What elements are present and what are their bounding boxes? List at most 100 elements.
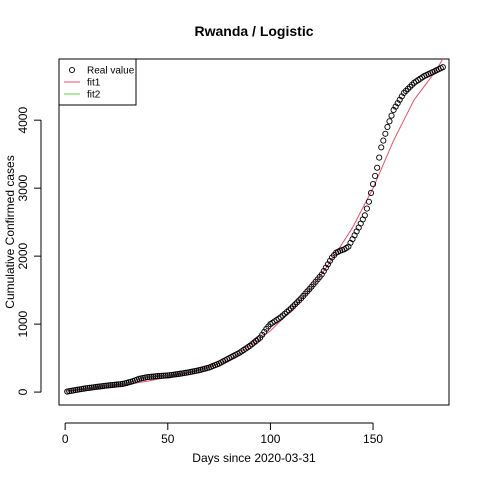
data-point: [117, 381, 124, 388]
data-point: [181, 370, 188, 377]
data-point: [152, 373, 159, 380]
data-point: [160, 372, 167, 379]
data-point: [99, 383, 106, 390]
data-point: [396, 96, 403, 103]
x-tick-label: 50: [161, 432, 175, 446]
data-point: [386, 118, 393, 125]
data-point: [146, 373, 153, 380]
data-point: [439, 64, 446, 71]
legend-label: fit1: [87, 78, 101, 89]
data-point: [372, 172, 379, 179]
axes: 0 50 100 150 0 1000 2000 3000 4000: [16, 107, 383, 446]
x-tick-label: 150: [363, 432, 383, 446]
data-point: [390, 106, 397, 114]
data-point: [92, 383, 99, 391]
data-point: [382, 130, 389, 137]
data-point: [84, 385, 91, 392]
data-point: [324, 261, 331, 268]
data-point: [392, 103, 399, 110]
data-point: [107, 382, 114, 389]
data-point: [361, 212, 368, 219]
data-point: [318, 271, 325, 278]
data-point: [105, 382, 112, 389]
data-point: [78, 385, 85, 393]
x-tick-label: 100: [260, 432, 280, 446]
data-point: [166, 372, 173, 379]
data-point: [74, 386, 81, 393]
data-point: [101, 382, 108, 389]
data-point: [156, 372, 163, 380]
data-point: [170, 371, 177, 378]
data-point: [384, 123, 391, 131]
data-point: [144, 374, 151, 381]
data-point: [374, 164, 381, 171]
y-tick-label: 0: [16, 388, 30, 395]
data-points: [64, 64, 446, 395]
plot-border: [58, 58, 450, 406]
x-axis-label: Days since 2020-03-31: [192, 451, 316, 465]
data-point: [294, 299, 301, 306]
data-point: [154, 373, 161, 380]
x-tick-label: 0: [62, 432, 69, 446]
data-point: [409, 81, 416, 88]
data-point: [94, 383, 102, 390]
data-point: [148, 373, 155, 380]
data-point: [97, 383, 104, 390]
data-point: [162, 372, 169, 379]
data-point: [289, 303, 297, 310]
data-point: [183, 369, 190, 376]
data-point: [365, 198, 372, 205]
data-point: [179, 370, 186, 377]
data-point: [400, 89, 407, 97]
data-point: [109, 381, 116, 389]
data-point: [177, 370, 184, 377]
legend-label: Real value: [87, 66, 135, 77]
data-point: [376, 154, 383, 161]
data-point: [72, 386, 79, 394]
data-point: [86, 384, 93, 391]
data-point: [82, 385, 89, 392]
data-point: [370, 181, 377, 188]
data-point: [113, 381, 120, 388]
y-tick-label: 4000: [16, 107, 30, 134]
data-point: [363, 205, 370, 212]
chart-title: Rwanda / Logistic: [194, 23, 313, 39]
data-point: [402, 87, 409, 94]
data-point: [326, 257, 333, 264]
data-point: [150, 373, 157, 380]
data-point: [296, 297, 303, 304]
data-point: [111, 381, 118, 388]
data-point: [320, 268, 327, 275]
data-point: [115, 381, 122, 388]
data-point: [380, 137, 387, 144]
data-point: [292, 301, 299, 308]
data-point: [388, 112, 395, 119]
y-tick-label: 3000: [16, 174, 30, 201]
y-tick-label: 1000: [16, 310, 30, 337]
data-point: [398, 93, 405, 100]
data-point: [158, 372, 165, 379]
data-point: [404, 85, 411, 92]
data-point: [164, 372, 171, 379]
data-point: [394, 100, 401, 107]
y-tick-label: 2000: [16, 242, 30, 269]
data-point: [80, 385, 87, 392]
data-point: [90, 384, 97, 391]
plot-frame: [58, 58, 450, 406]
data-point: [76, 386, 83, 393]
legend-marker: [68, 66, 76, 74]
data-point: [406, 83, 414, 90]
data-point: [287, 305, 294, 312]
data-point: [367, 189, 375, 196]
data-point: [172, 371, 180, 378]
data-point: [88, 384, 95, 391]
data-point: [378, 144, 385, 151]
legend-label: fit2: [87, 90, 101, 101]
data-point: [322, 264, 329, 271]
data-point: [168, 371, 175, 378]
data-point: [103, 382, 110, 389]
data-point: [175, 371, 182, 378]
